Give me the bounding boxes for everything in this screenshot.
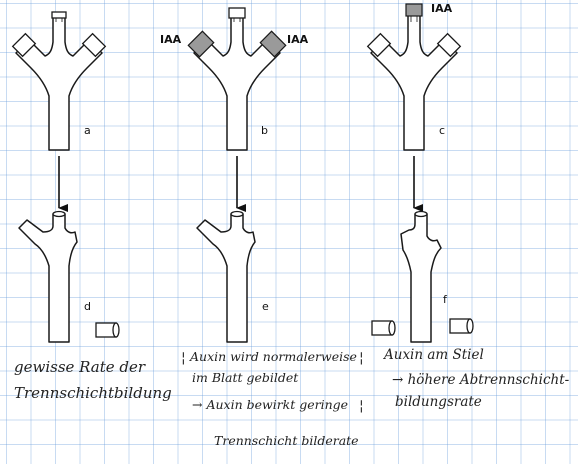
explant-b xyxy=(187,7,287,151)
explant-d xyxy=(18,210,78,343)
note-f: Auxin am Stiel → höhere Abtrennschicht- … xyxy=(382,347,570,410)
iaa-label-top: IAA xyxy=(431,2,453,15)
panel-d: d xyxy=(18,210,120,343)
panel-label-e: e xyxy=(262,300,269,313)
panel-c: IAA c xyxy=(366,2,462,212)
panel-e: e xyxy=(196,210,269,343)
note-f-line-3: bildungsrate xyxy=(395,394,482,410)
note-e-line-4: Trennschicht bilderate xyxy=(214,433,359,448)
iaa-label-right: IAA xyxy=(287,33,309,46)
auxin-lanolin-left xyxy=(187,30,215,58)
auxin-lanolin-top xyxy=(405,3,423,17)
note-e-bracket-left-top: ¦ xyxy=(181,350,186,366)
panel-a: a xyxy=(11,11,107,212)
panel-label-b: b xyxy=(261,124,268,137)
auxin-lanolin-right xyxy=(259,30,287,58)
panel-b: IAA IAA b xyxy=(160,7,309,212)
note-e-line-3: → Auxin bewirkt geringe xyxy=(192,397,348,412)
note-e-line-1: Auxin wird normalerweise xyxy=(189,349,357,364)
note-d-line-2: Trennschichtbildung xyxy=(14,384,172,402)
explant-e xyxy=(196,210,256,343)
abscised-petiole-d xyxy=(95,322,120,338)
note-e-line-2: im Blatt gebildet xyxy=(192,370,299,385)
abscised-petiole-f-right xyxy=(449,318,474,334)
panel-f: f xyxy=(371,210,474,343)
abscised-petiole-f-left xyxy=(371,320,396,336)
note-d-line-1: gewisse Rate der xyxy=(14,358,146,376)
iaa-label-left: IAA xyxy=(160,33,182,46)
panel-label-a: a xyxy=(84,124,91,137)
note-e: ¦ ¦ ¦ Auxin wird normalerweise im Blatt … xyxy=(181,349,364,448)
explant-f xyxy=(400,210,442,343)
explant-a xyxy=(11,11,107,151)
note-e-bracket-right-bottom: ¦ xyxy=(359,398,364,414)
panel-label-c: c xyxy=(439,124,445,137)
panel-label-f: f xyxy=(443,293,448,306)
note-d: gewisse Rate der Trennschichtbildung xyxy=(14,358,172,402)
note-e-bracket-right-top: ¦ xyxy=(359,350,364,366)
explant-c xyxy=(366,3,462,151)
note-f-line-2: → höhere Abtrennschicht- xyxy=(392,372,570,388)
panel-label-d: d xyxy=(84,300,91,313)
note-f-line-1: Auxin am Stiel xyxy=(382,347,484,363)
